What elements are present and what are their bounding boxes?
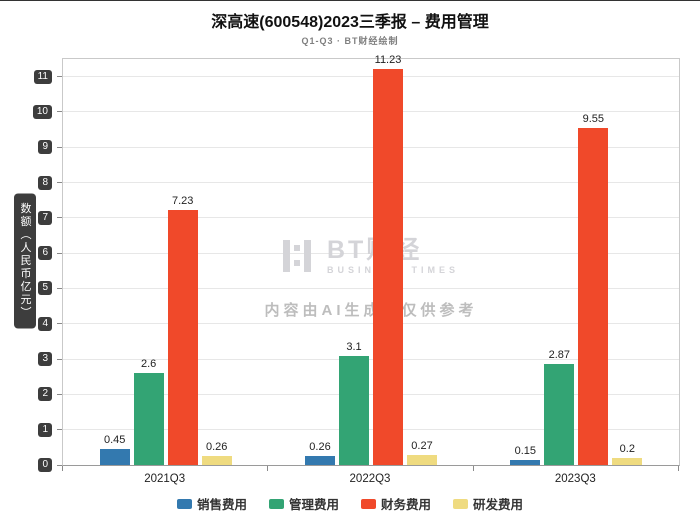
x-tick-label: 2023Q3 [554,473,596,485]
bar [544,363,575,465]
legend-swatch [361,498,376,509]
legend-label: 销售费用 [196,498,247,512]
y-tick-label: 1 [38,422,52,437]
x-tick-mark [62,466,63,471]
x-tick-label: 2022Q3 [349,473,391,485]
bar-value-label: 0.45 [103,434,126,447]
legend-item[interactable]: 管理费用 [268,494,339,513]
x-tick-mark [678,466,679,471]
legend-item[interactable]: 财务费用 [361,494,431,513]
window-top-border [0,0,700,1]
y-tick-label: 7 [38,210,52,225]
bar [167,209,198,465]
bar [612,457,643,465]
gridline [63,429,679,431]
y-tick-mark [57,323,62,325]
y-tick-label: 3 [38,352,52,367]
legend-label: 管理费用 [288,498,339,512]
bar [305,455,335,465]
y-tick-mark [57,464,62,466]
gridline [63,287,679,289]
y-tick-mark [57,217,62,219]
y-axis-label: 数额（人民币亿元） [14,193,36,329]
plot-area: BT财经 BUSINESS TIMES 内容由AI生成，仅供参考 0.45 2.6… [62,54,680,466]
x-tick-label: 2021Q3 [144,473,186,485]
gridline [63,217,679,219]
legend-item[interactable]: 销售费用 [176,494,247,513]
y-tick-label: 8 [38,175,52,190]
y-tick-mark [57,111,62,113]
gridline [63,111,679,113]
x-tick-mark [267,466,269,471]
bt-logo-icon [282,239,311,272]
legend-label: 研发费用 [473,498,524,512]
y-tick-label: 6 [38,246,52,261]
gridline [63,76,679,78]
legend: 销售费用 管理费用 财务费用 研发费用 [0,494,700,513]
chart-title: 深高速(600548)2023三季报 – 费用管理 [211,14,489,31]
x-axis: 2021Q3 2022Q3 2023Q3 [62,466,680,492]
legend-swatch [268,498,284,509]
y-tick-mark [57,429,62,431]
bar-value-label: 2.6 [141,358,157,371]
y-axis: 0 1 2 3 4 5 6 7 8 9 10 11 [0,58,62,472]
bar [510,459,541,465]
y-tick-label: 5 [38,281,52,296]
y-tick-label: 9 [38,140,52,155]
bar-value-label: 3.1 [346,340,362,353]
bar [407,455,437,465]
bar-value-label: 0.26 [309,440,331,453]
y-tick-label: 0 [38,458,52,472]
y-tick-label: 11 [33,69,52,84]
bar-value-label: 0.15 [514,444,537,457]
legend-item[interactable]: 研发费用 [453,494,523,513]
gridline [63,182,679,184]
chart-subtitle: Q1-Q3 · BT财经绘制 [301,36,399,46]
gridline [63,393,679,395]
legend-swatch [176,498,192,509]
y-tick-mark [57,358,62,360]
bar [578,127,609,465]
watermark-brand-row: BT财经 BUSINESS TIMES [282,236,459,275]
gridline [63,252,679,254]
bar-value-label: 0.26 [205,440,228,453]
y-tick-label: 10 [32,104,52,119]
watermark-disclaimer: 内容由AI生成，仅供参考 [264,301,478,319]
y-tick-mark [57,146,62,148]
y-tick-mark [57,252,62,254]
gridline [63,323,679,325]
x-tick-mark [472,466,474,471]
gridline [63,146,679,148]
y-tick-mark [57,393,62,395]
y-tick-mark [57,76,62,78]
y-tick-label: 4 [38,316,52,331]
bar-value-label: 0.27 [411,440,433,453]
bar [201,455,232,465]
bar-value-label: 2.87 [548,348,571,361]
legend-label: 财务费用 [381,498,432,512]
y-tick-mark [57,287,62,289]
bar [373,68,403,465]
y-tick-label: 2 [38,387,52,402]
bar-value-label: 7.23 [171,194,194,207]
bar-value-label: 11.23 [374,53,402,66]
legend-swatch [453,498,469,509]
bar-value-label: 9.55 [582,112,605,125]
bar [339,355,369,465]
bar [99,449,130,465]
bar-value-label: 0.2 [619,442,635,455]
bar [133,373,164,465]
gridline [63,358,679,360]
y-tick-mark [57,182,62,184]
